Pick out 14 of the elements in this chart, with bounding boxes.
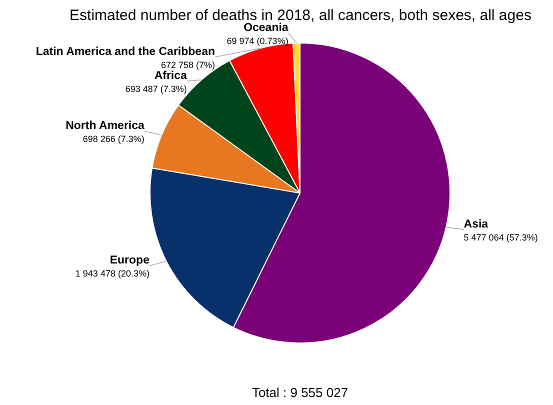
slice-label: North America [66, 120, 146, 132]
data-label: 672 758 (7%) [160, 60, 215, 70]
chart-title: Estimated number of deaths in 2018, all cancers, both sexes, all ages [70, 7, 532, 24]
text: Total : 9 555 027 [252, 385, 348, 400]
data-label: 5 477 064 (57.3%) [464, 232, 538, 242]
slice-label: Africa [154, 70, 188, 82]
slice-label: Asia [464, 218, 489, 230]
data-label: 693 487 (7.3%) [125, 84, 187, 94]
data-label: 69 974 (0.73%) [226, 36, 288, 46]
slice-label: Latin America and the Caribbean [36, 46, 215, 58]
data-label: 1 943 478 (20.3%) [75, 268, 150, 279]
data-label: 698 266 (7.3%) [82, 134, 144, 144]
slice-label: Europe [110, 254, 150, 267]
slice-label: Oceania [244, 22, 289, 34]
